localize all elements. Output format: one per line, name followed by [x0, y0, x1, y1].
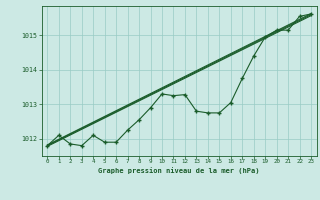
- X-axis label: Graphe pression niveau de la mer (hPa): Graphe pression niveau de la mer (hPa): [99, 167, 260, 174]
